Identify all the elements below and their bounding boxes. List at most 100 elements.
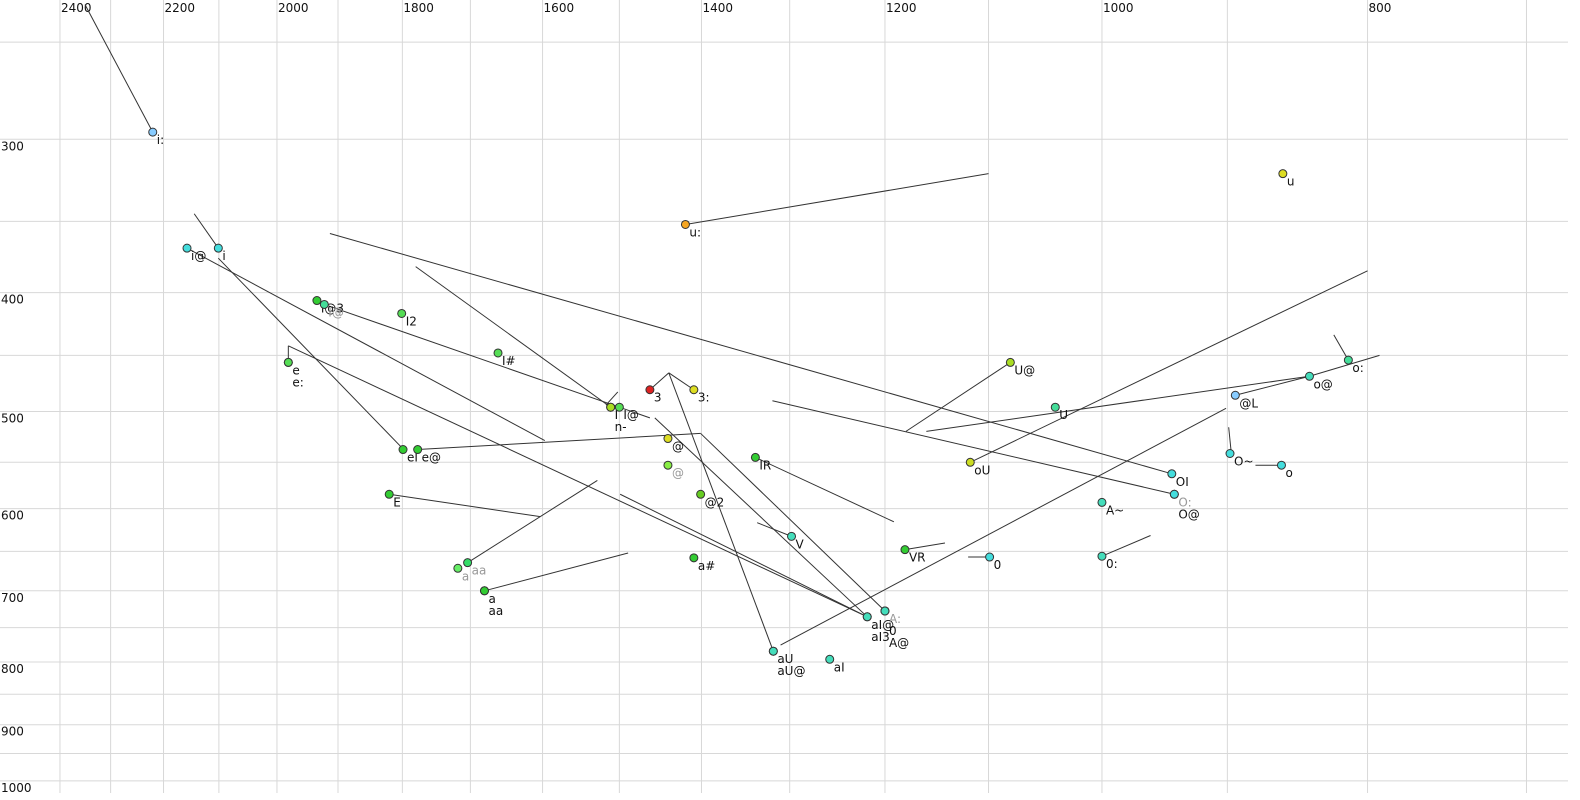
vowel-point bbox=[384, 489, 394, 499]
trajectory bbox=[605, 391, 619, 406]
vowel-label: A~ bbox=[1106, 503, 1124, 517]
y-tick-label: 900 bbox=[1, 725, 24, 739]
vowel-point bbox=[463, 558, 473, 568]
vowel-label: @ bbox=[672, 466, 684, 480]
x-tick-label: 1000 bbox=[1103, 1, 1134, 15]
vowel-label: @2 bbox=[705, 495, 725, 509]
vowel-point bbox=[645, 385, 655, 395]
trajectory bbox=[324, 303, 651, 419]
trajectory bbox=[668, 372, 774, 652]
vowel-label: I@ bbox=[328, 305, 344, 319]
vowel-label: a bbox=[462, 569, 469, 583]
vowel-point bbox=[148, 127, 158, 137]
vowel-label: 3: bbox=[698, 391, 710, 405]
vowel-point bbox=[680, 219, 690, 229]
y-tick-label: 500 bbox=[1, 412, 24, 426]
vowel-label: aI3 bbox=[871, 630, 890, 644]
vowel-label: aa bbox=[488, 604, 503, 618]
y-tick-label: 700 bbox=[1, 591, 24, 605]
y-tick-label: 300 bbox=[1, 139, 24, 153]
trajectory bbox=[217, 257, 405, 450]
vowel-label: VR bbox=[909, 551, 926, 565]
vowel-label: a# bbox=[698, 559, 715, 573]
vowel-label: OI bbox=[1176, 475, 1189, 489]
vowel-point bbox=[1097, 497, 1107, 507]
trajectory bbox=[905, 361, 1011, 432]
trajectory bbox=[756, 522, 792, 537]
vowel-label: E bbox=[393, 495, 401, 509]
vowel-label: aU bbox=[777, 652, 793, 666]
trajectory bbox=[288, 345, 868, 618]
trajectory bbox=[755, 456, 895, 523]
vowel-point bbox=[862, 612, 872, 622]
trajectory bbox=[186, 247, 546, 441]
vowel-point bbox=[1167, 469, 1177, 479]
vowel-label: IR bbox=[759, 458, 771, 472]
vowel-label: aU@ bbox=[777, 664, 805, 678]
vowel-point bbox=[213, 243, 223, 253]
vowel-label: O: bbox=[1178, 495, 1191, 509]
x-tick-label: 1600 bbox=[544, 1, 575, 15]
vowel-point bbox=[453, 563, 463, 573]
vowel-label: A: bbox=[889, 612, 901, 626]
trajectory bbox=[619, 493, 868, 618]
x-tick-label: 2200 bbox=[165, 1, 196, 15]
trajectory bbox=[926, 375, 1310, 432]
vowel-label: U bbox=[1059, 408, 1068, 422]
vowel-point bbox=[493, 348, 503, 358]
vowel-label: 0 bbox=[889, 624, 897, 638]
trajectory bbox=[685, 173, 989, 225]
trajectory bbox=[1101, 535, 1151, 557]
trajectory bbox=[780, 407, 1227, 646]
vowel-label: I2 bbox=[406, 314, 417, 328]
vowel-point bbox=[1005, 357, 1015, 367]
x-tick-label: 2400 bbox=[61, 1, 92, 15]
vowel-point bbox=[1230, 390, 1240, 400]
vowel-point bbox=[182, 243, 192, 253]
vowel-point bbox=[398, 445, 408, 455]
vowel-point bbox=[1225, 449, 1235, 459]
trajectory bbox=[84, 4, 154, 133]
vowel-label: 3 bbox=[654, 391, 662, 405]
trajectory bbox=[467, 479, 598, 564]
vowel-label: @L bbox=[1239, 396, 1258, 410]
vowel-point bbox=[880, 606, 890, 616]
vowel-point bbox=[689, 385, 699, 395]
vowel-point bbox=[663, 460, 673, 470]
vowel-point bbox=[319, 299, 329, 309]
vowel-point bbox=[696, 489, 706, 499]
vowel-point bbox=[1304, 371, 1314, 381]
vowel-point bbox=[312, 296, 322, 306]
trajectory bbox=[700, 433, 886, 612]
vowel-point bbox=[689, 553, 699, 563]
vowel-point bbox=[825, 654, 835, 664]
vowel-point bbox=[768, 646, 778, 656]
trajectory bbox=[1309, 354, 1380, 377]
vowel-point bbox=[900, 545, 910, 555]
vowel-label: o: bbox=[1352, 361, 1363, 375]
trajectory bbox=[484, 552, 629, 592]
vowel-label: u bbox=[1287, 175, 1295, 189]
vowel-point bbox=[283, 357, 293, 367]
x-tick-label: 1200 bbox=[886, 1, 917, 15]
x-tick-label: 800 bbox=[1369, 1, 1392, 15]
vowel-label: eI bbox=[407, 451, 418, 465]
vowel-label: I# bbox=[502, 354, 516, 368]
trajectory bbox=[970, 270, 1368, 463]
x-tick-label: 2000 bbox=[278, 1, 309, 15]
trajectory bbox=[329, 232, 1172, 475]
vowel-label: 0 bbox=[994, 558, 1002, 572]
vowel-label: e: bbox=[292, 375, 303, 389]
vowel-point bbox=[397, 308, 407, 318]
trajectory bbox=[668, 372, 695, 391]
vowel-label: u: bbox=[689, 225, 701, 239]
vowel-label: oU bbox=[974, 463, 990, 477]
trajectory bbox=[1235, 375, 1310, 396]
vowel-point bbox=[1097, 551, 1107, 561]
vowel-point bbox=[985, 552, 995, 562]
vowel-label: o bbox=[1285, 466, 1292, 480]
vowel-label: i@ bbox=[191, 249, 206, 263]
vowel-label: U@ bbox=[1014, 363, 1035, 377]
